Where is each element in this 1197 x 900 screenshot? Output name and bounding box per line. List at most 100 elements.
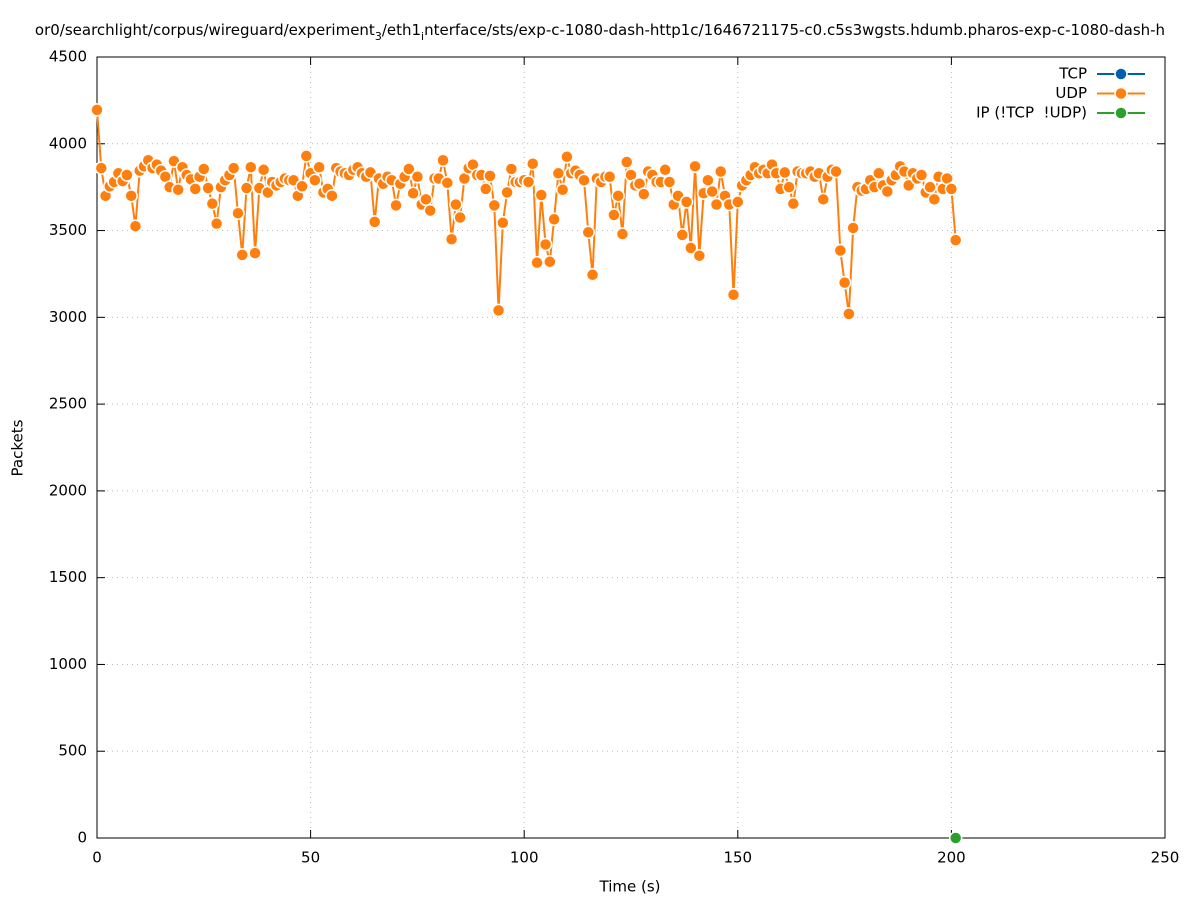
data-point <box>731 195 745 209</box>
data-point <box>607 208 621 222</box>
y-tick-label: 1000 <box>49 655 87 673</box>
data-point <box>833 243 848 258</box>
data-point <box>611 189 625 203</box>
data-point <box>692 248 707 263</box>
data-point <box>829 164 843 179</box>
data-point <box>487 198 502 213</box>
data-point <box>90 103 104 117</box>
data-point <box>128 219 143 233</box>
data-point <box>521 175 536 189</box>
legend-marker <box>1114 86 1128 101</box>
data-point <box>927 192 942 207</box>
data-point <box>436 153 450 168</box>
data-point <box>367 215 382 229</box>
data-point <box>786 196 801 211</box>
legend-label: IP (!TCP !UDP) <box>976 104 1087 122</box>
data-point <box>205 196 220 211</box>
data-point <box>419 192 433 207</box>
data-point <box>209 216 224 231</box>
data-point <box>872 166 886 181</box>
data-point <box>560 150 574 164</box>
data-point <box>619 155 634 169</box>
data-point <box>244 160 258 174</box>
y-tick-label: 4500 <box>49 48 87 66</box>
data-point <box>188 182 203 196</box>
chart-title: or0/searchlight/corpus/wireguard/experim… <box>35 21 1165 43</box>
y-tick-label: 3500 <box>49 221 87 239</box>
data-point <box>816 192 830 207</box>
title-part: or0/searchlight/corpus/wireguard/experim… <box>35 21 375 39</box>
data-point <box>705 184 719 199</box>
data-point <box>171 183 185 197</box>
data-point <box>444 232 459 246</box>
data-point <box>684 241 698 255</box>
x-tick-label: 0 <box>92 849 102 867</box>
data-point <box>534 188 549 202</box>
legend-label: TCP <box>1058 65 1087 83</box>
legend-marker <box>1114 67 1128 81</box>
data-point <box>120 168 134 182</box>
y-tick-label: 2500 <box>49 395 87 413</box>
data-point <box>637 187 651 201</box>
data-point <box>555 183 570 197</box>
data-point <box>709 197 724 212</box>
data-point <box>406 186 420 200</box>
data-point <box>846 221 860 235</box>
x-tick-label: 100 <box>510 849 539 867</box>
data-point <box>530 255 544 270</box>
data-point <box>423 203 437 218</box>
data-point <box>440 176 455 190</box>
data-point <box>299 149 314 163</box>
data-point <box>880 184 895 199</box>
data-point <box>496 215 510 230</box>
data-point <box>842 307 856 321</box>
data-point <box>782 180 796 194</box>
series-line <box>96 109 957 314</box>
data-point <box>94 161 109 175</box>
data-point <box>543 255 557 269</box>
data-point <box>914 168 929 182</box>
data-point <box>124 189 138 203</box>
data-point <box>449 197 463 212</box>
data-point <box>504 162 519 176</box>
data-point <box>479 182 493 196</box>
data-point <box>500 185 514 200</box>
data-point <box>675 228 690 242</box>
data-point <box>662 175 677 189</box>
data-point <box>551 166 566 181</box>
y-tick-label: 3000 <box>49 308 87 326</box>
title-subscript: 3 <box>375 30 382 43</box>
data-point <box>226 161 241 175</box>
title-part: /eth1 <box>382 21 421 39</box>
y-axis-label: Packets <box>9 419 27 476</box>
data-point <box>312 160 326 174</box>
data-point <box>256 163 271 177</box>
title-subscript: i <box>421 30 424 43</box>
data-point <box>713 164 728 179</box>
data-point <box>538 237 553 252</box>
data-point <box>239 181 254 195</box>
data-point <box>235 248 249 262</box>
data-point <box>679 195 694 209</box>
data-point <box>778 165 792 180</box>
data-point <box>308 173 322 187</box>
x-axis-label: Time (s) <box>599 878 661 896</box>
data-point <box>581 225 596 240</box>
title-part: nterface/sts/exp-c-1080-dash-http1c/1646… <box>424 21 1165 39</box>
data-point <box>688 159 702 174</box>
data-point <box>295 179 309 194</box>
data-point <box>483 169 497 183</box>
data-point <box>491 303 506 318</box>
data-point <box>837 275 852 290</box>
data-point <box>453 210 467 225</box>
x-tick-label: 200 <box>937 849 966 867</box>
data-point <box>901 178 916 193</box>
data-point <box>402 162 416 176</box>
legend-marker <box>1114 106 1128 120</box>
data-point <box>615 227 630 241</box>
data-point <box>923 180 937 194</box>
data-point <box>948 233 963 247</box>
legend-label: UDP <box>1055 84 1087 102</box>
data-point <box>577 173 591 187</box>
